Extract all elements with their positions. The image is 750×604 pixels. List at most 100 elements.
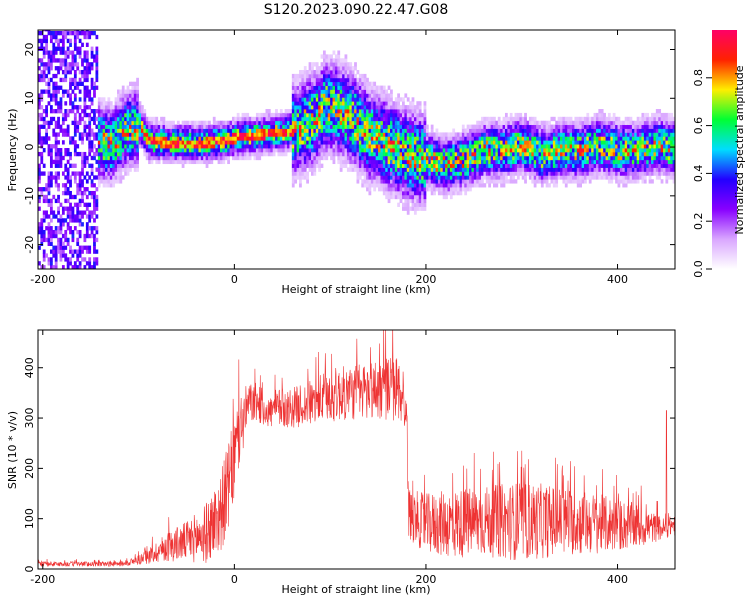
heatmap-cell [231,132,235,137]
heatmap-cell [191,151,195,157]
heatmap-cell [581,151,585,157]
heatmap-cell [569,132,573,137]
heatmap-cell [406,128,410,133]
heatmap-cell [124,144,128,149]
heatmap-cell [437,151,441,157]
heatmap-cell [301,109,305,114]
heatmap-cell [303,69,307,75]
heatmap-cell [69,81,72,87]
heatmap-cell [552,155,556,161]
heatmap-cell [311,140,314,145]
heatmap-cell [397,183,401,188]
heatmap-cell [366,101,369,106]
heatmap-cell [631,155,635,161]
heatmap-cell [550,159,554,165]
heatmap-cell [81,109,84,114]
heatmap-cell [129,89,132,94]
heatmap-cell [397,97,401,102]
heatmap-cell [603,112,606,118]
heatmap-cell [555,175,559,180]
heatmap-cell [629,128,633,133]
heatmap-cell [54,140,58,145]
heatmap-cell [380,85,384,90]
heatmap-cell [49,226,53,231]
heatmap-cell [121,140,125,145]
heatmap-cell [437,187,441,192]
heatmap-cell [320,109,324,114]
heatmap-cell [78,210,82,215]
heatmap-cell [90,132,94,137]
heatmap-cell [193,155,197,161]
heatmap-cell [425,151,429,157]
heatmap-cell [560,128,563,133]
heatmap-cell [382,132,386,137]
heatmap-cell [382,179,386,184]
heatmap-cell [181,148,185,153]
heatmap-cell [356,124,360,129]
heatmap-cell [545,148,549,153]
heatmap-cell [428,155,432,161]
heatmap-cell [440,163,444,168]
heatmap-cell [567,128,571,133]
heatmap-cell [186,136,190,141]
heatmap-cell [595,132,599,137]
heatmap-cell [464,171,468,176]
heatmap-cell [76,210,80,215]
heatmap-cell [591,124,594,129]
heatmap-cell [318,81,321,87]
heatmap-cell [471,132,475,137]
heatmap-cell [73,265,77,269]
heatmap-cell [133,120,137,126]
heatmap-cell [397,105,401,110]
heatmap-cell [59,237,63,243]
heatmap-cell [354,140,357,145]
heatmap-cell [69,175,72,180]
heatmap-cell [392,159,396,165]
heatmap-cell [375,93,379,98]
heatmap-cell [397,187,401,192]
heatmap-cell [344,85,348,90]
heatmap-cell [157,128,161,133]
heatmap-cell [538,175,542,180]
heatmap-cell [291,81,295,87]
heatmap-cell [45,30,48,32]
heatmap-cell [320,101,324,106]
heatmap-cell [418,128,422,133]
heatmap-cell [294,124,298,129]
heatmap-cell [172,155,175,161]
heatmap-cell [66,206,70,211]
heatmap-cell [404,136,408,141]
heatmap-cell [193,136,197,141]
heatmap-cell [581,167,585,172]
heatmap-cell [394,167,398,172]
heatmap-cell [97,136,101,141]
heatmap-cell [363,101,367,106]
heatmap-cell [279,132,283,137]
heatmap-cell [303,116,307,122]
heatmap-cell [325,62,329,67]
heatmap-cell [358,136,362,141]
heatmap-cell [588,179,592,184]
heatmap-cell [344,132,348,137]
heatmap-cell [272,136,276,141]
heatmap-cell [351,116,355,122]
heatmap-cell [83,210,87,215]
heatmap-cell [318,124,321,129]
heatmap-cell [306,89,310,94]
heatmap-cell [126,89,130,94]
heatmap-cell [390,190,393,196]
heatmap-cell [241,136,245,141]
heatmap-cell [54,159,58,165]
heatmap-cell [184,132,187,137]
heatmap-cell [600,175,604,180]
heatmap-cell [490,132,494,137]
heatmap-cell [253,144,257,149]
heatmap-cell [342,144,345,149]
heatmap-cell [478,140,482,145]
heatmap-cell [548,132,551,137]
heatmap-cell [234,120,238,126]
heatmap-cell [629,159,633,165]
heatmap-cell [332,105,336,110]
heatmap-cell [512,159,515,165]
heatmap-cell [423,202,427,207]
